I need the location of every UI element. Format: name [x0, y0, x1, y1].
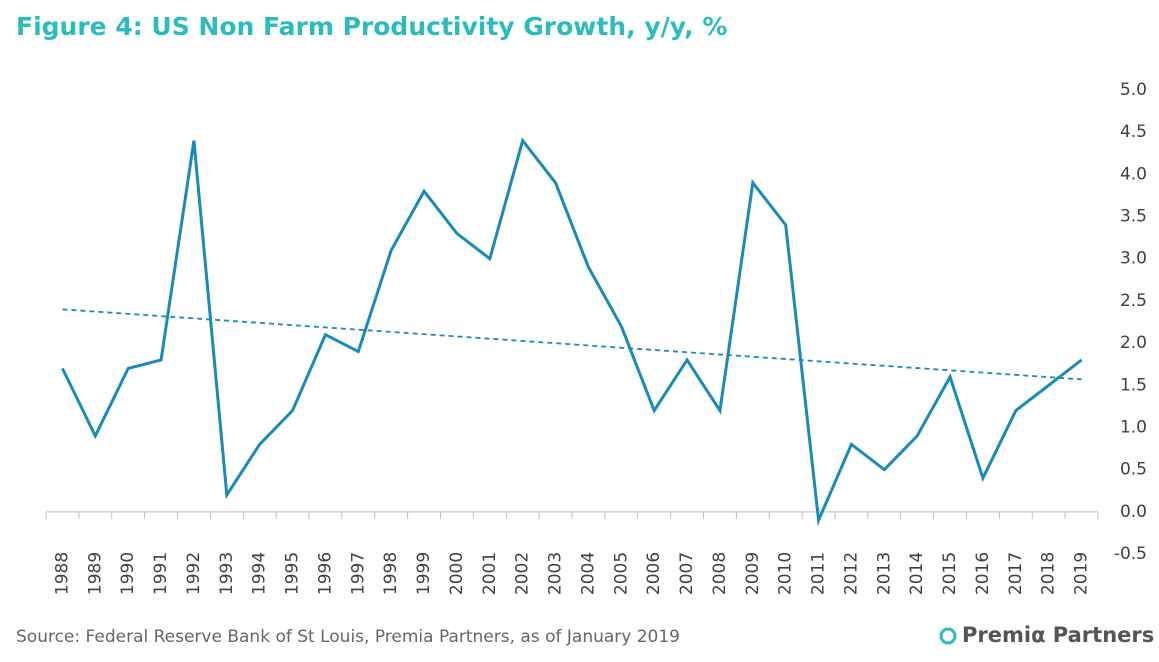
y-tick-label: 0.5: [1120, 460, 1147, 480]
y-tick-label: 0.0: [1120, 502, 1147, 522]
x-tick-label: 2018: [1039, 552, 1059, 595]
x-tick-label: 2001: [480, 552, 500, 595]
y-tick-label: 4.5: [1120, 122, 1147, 142]
x-tick-label: 2000: [447, 552, 467, 595]
x-tick-label: 1993: [217, 552, 237, 595]
x-tick-label: 1990: [118, 552, 138, 595]
x-tick-label: 1989: [85, 552, 105, 595]
logo: Premiα Partners: [939, 623, 1154, 647]
x-tick-label: 2014: [907, 552, 927, 595]
y-tick-label: 3.0: [1120, 249, 1147, 269]
x-tick-label: 2002: [513, 552, 533, 595]
x-tick-label: 1996: [315, 552, 335, 595]
x-tick-label: 2015: [940, 552, 960, 595]
x-tick-label: 1994: [250, 552, 270, 595]
y-tick-label: 4.0: [1120, 164, 1147, 184]
y-tick-label: 3.5: [1120, 207, 1147, 227]
y-tick-label: 1.5: [1120, 375, 1147, 395]
x-tick-label: 1995: [283, 552, 303, 595]
y-tick-label: 1.0: [1120, 417, 1147, 437]
x-tick-label: 2007: [677, 552, 697, 595]
x-tick-label: 2009: [743, 552, 763, 595]
x-tick-label: 1991: [151, 552, 171, 595]
chart-title: Figure 4: US Non Farm Productivity Growt…: [16, 12, 727, 41]
x-tick-label: 2005: [611, 552, 631, 595]
x-tick-label: 2013: [874, 552, 894, 595]
logo-text: Premiα Partners: [962, 623, 1154, 647]
x-tick-label: 1999: [414, 552, 434, 595]
source: Source: Federal Reserve Bank of St Louis…: [16, 627, 680, 647]
logo-icon: [939, 627, 957, 645]
x-tick-label: 2016: [973, 552, 993, 595]
x-tick-label: 2011: [809, 552, 829, 595]
y-tick-label: 2.5: [1120, 291, 1147, 311]
x-tick-label: 2003: [546, 552, 566, 595]
x-tick-label: 1997: [348, 552, 368, 595]
x-tick-label: 1992: [184, 552, 204, 595]
x-tick-label: 2006: [644, 552, 664, 595]
y-tick-label: 5.0: [1120, 80, 1147, 100]
x-tick-label: 2008: [710, 552, 730, 595]
x-tick-label: 2010: [776, 552, 796, 595]
series-line: [61, 137, 1083, 527]
x-tick-label: 2012: [841, 552, 861, 595]
x-tick-label: 1988: [52, 552, 72, 595]
x-tick-label: 2017: [1006, 552, 1026, 595]
y-tick-label: 2.0: [1120, 333, 1147, 353]
x-tick-label: 2004: [578, 552, 598, 595]
x-tick-label: 2019: [1072, 552, 1092, 595]
y-tick-label: -0.5: [1114, 544, 1147, 564]
x-tick-label: 1998: [381, 552, 401, 595]
